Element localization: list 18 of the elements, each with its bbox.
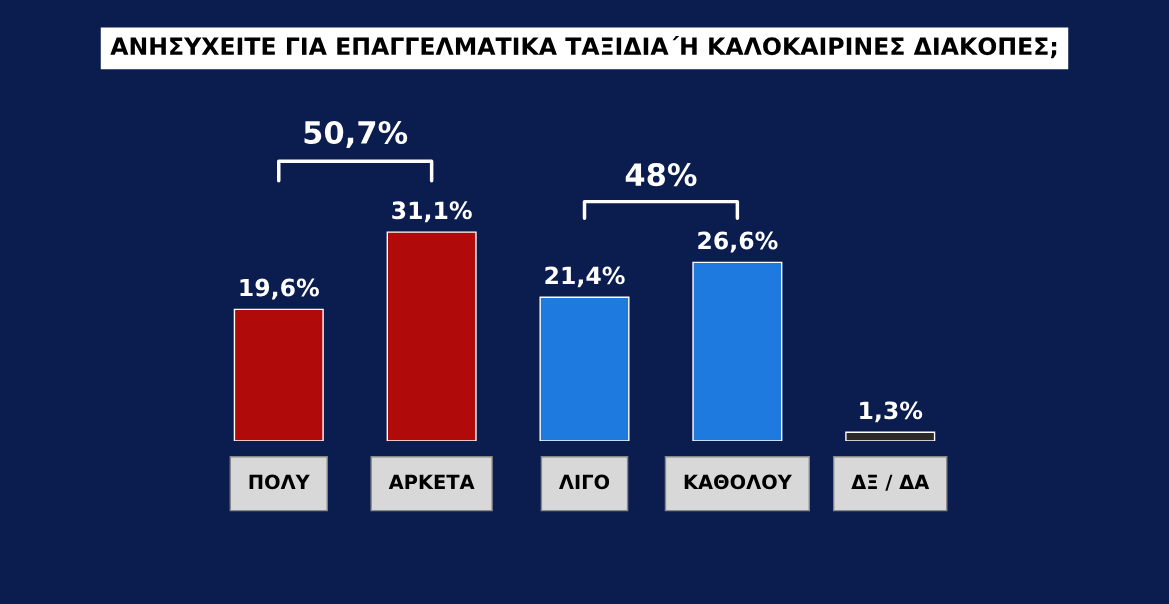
bar (845, 431, 936, 441)
text: 48% (625, 163, 697, 187)
data-label: 26,6% (698, 231, 778, 253)
x-tick-label: ΛΙΓΟ (558, 474, 610, 490)
bar (692, 261, 783, 441)
bar (539, 296, 630, 441)
bar (386, 231, 477, 441)
data-label: 1,3% (860, 401, 923, 423)
data-label: 19,6% (240, 278, 319, 300)
text: 50,7% (304, 120, 408, 148)
bar (233, 308, 324, 441)
x-tick-label: ΔΞ / ΔΑ (851, 474, 930, 491)
x-tick-label: ΚΑΘΟΛΟΥ (684, 474, 792, 490)
x-tick-label: ΠΟΛΥ (249, 474, 310, 490)
data-label: 21,4% (545, 266, 625, 288)
chart-title: ΑΝΗΣΥΧΕΙΤΕ ΓΙΑ ΕΠΑΓΓΕΛΜΑΤΙΚΑ ΤΑΞΙΔΙΑ΄Η ΚΑΛΟΚΑΙΡΙΝΕΣ ΔΙΑΚΟΠΕΣ; (110, 35, 1057, 59)
x-tick-label: ΑΡΚΕΤΑ (388, 474, 475, 490)
data-label: 31,1% (392, 201, 472, 223)
